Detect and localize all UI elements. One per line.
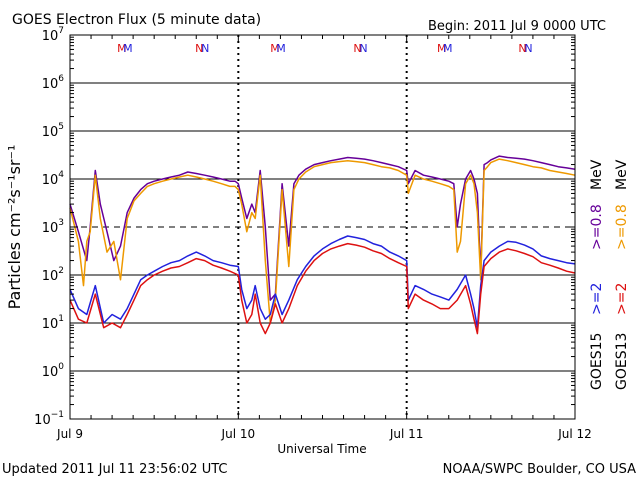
x-tick-label: Jul 10	[221, 427, 256, 441]
x-tick-label: Jul 12	[557, 427, 592, 441]
y-tick-base: 10	[42, 269, 59, 284]
y-tick-exponent: −1	[51, 410, 64, 420]
y-tick-exponent: 3	[58, 218, 64, 228]
marker-m: M	[123, 42, 133, 55]
y-tick-label: 102	[42, 266, 64, 284]
marker-n: N	[201, 42, 209, 55]
y-tick-exponent: 6	[58, 74, 64, 84]
legend-goes15-high: >=0.8	[589, 204, 605, 250]
x-tick-label: Jul 9	[56, 427, 83, 441]
legend-goes15-low: >=2	[589, 283, 605, 315]
legend-unit-1: MeV	[589, 159, 605, 190]
x-axis-label: Universal Time	[277, 442, 366, 456]
marker-n: N	[518, 42, 526, 55]
source-label: NOAA/SWPC Boulder, CO USA	[443, 462, 636, 477]
y-tick-base: 10	[42, 365, 59, 380]
marker-m: M	[437, 42, 447, 55]
legend-goes13-high: >=0.8	[614, 204, 630, 250]
y-tick-exponent: 5	[58, 122, 64, 132]
legend-unit-2: MeV	[614, 159, 630, 190]
y-tick-label: 103	[42, 218, 64, 236]
y-tick-base: 10	[42, 29, 59, 44]
y-tick-label: 105	[42, 122, 64, 140]
y-tick-exponent: 1	[58, 314, 64, 324]
series-line	[69, 158, 576, 324]
chart-title: GOES Electron Flux (5 minute data)	[12, 12, 261, 28]
y-tick-base: 10	[42, 173, 59, 188]
x-tick-label: Jul 11	[389, 427, 424, 441]
y-axis-label: Particles cm⁻²s⁻¹sr⁻¹	[5, 145, 24, 310]
y-tick-label: 107	[42, 26, 64, 44]
marker-n: N	[353, 42, 361, 55]
legend: GOES15 GOES13 >=2 >=2 >=0.8 >=0.8 MeV Me…	[589, 159, 630, 390]
y-tick-exponent: 7	[58, 26, 64, 36]
legend-goes13: GOES13	[614, 333, 630, 390]
y-tick-label: 100	[42, 362, 65, 380]
y-tick-label: 10−1	[34, 410, 64, 428]
marker-n: N	[195, 42, 203, 55]
series-line	[69, 235, 576, 329]
y-tick-base: 10	[34, 413, 51, 428]
marker-m: M	[117, 42, 127, 55]
plot-frame	[69, 34, 576, 420]
legend-goes15: GOES15	[589, 333, 605, 390]
legend-goes13-low: >=2	[614, 283, 630, 315]
y-tick-base: 10	[42, 125, 59, 140]
y-tick-base: 10	[42, 221, 59, 236]
begin-label: Begin: 2011 Jul 9 0000 UTC	[428, 19, 606, 34]
marker-m: M	[443, 42, 453, 55]
series-line	[69, 242, 576, 335]
y-tick-label: 104	[42, 170, 65, 188]
series-layer	[69, 155, 576, 335]
updated-label: Updated 2011 Jul 11 23:56:02 UTC	[2, 462, 227, 477]
y-tick-base: 10	[42, 317, 59, 332]
marker-m: M	[276, 42, 286, 55]
marker-m: M	[270, 42, 280, 55]
y-tick-exponent: 0	[58, 362, 64, 372]
marker-n: N	[359, 42, 367, 55]
y-tick-label: 106	[42, 74, 65, 92]
y-tick-exponent: 2	[58, 266, 64, 276]
marker-n: N	[524, 42, 532, 55]
y-tick-label: 101	[42, 314, 64, 332]
y-tick-base: 10	[42, 77, 59, 92]
y-tick-exponent: 4	[58, 170, 64, 180]
